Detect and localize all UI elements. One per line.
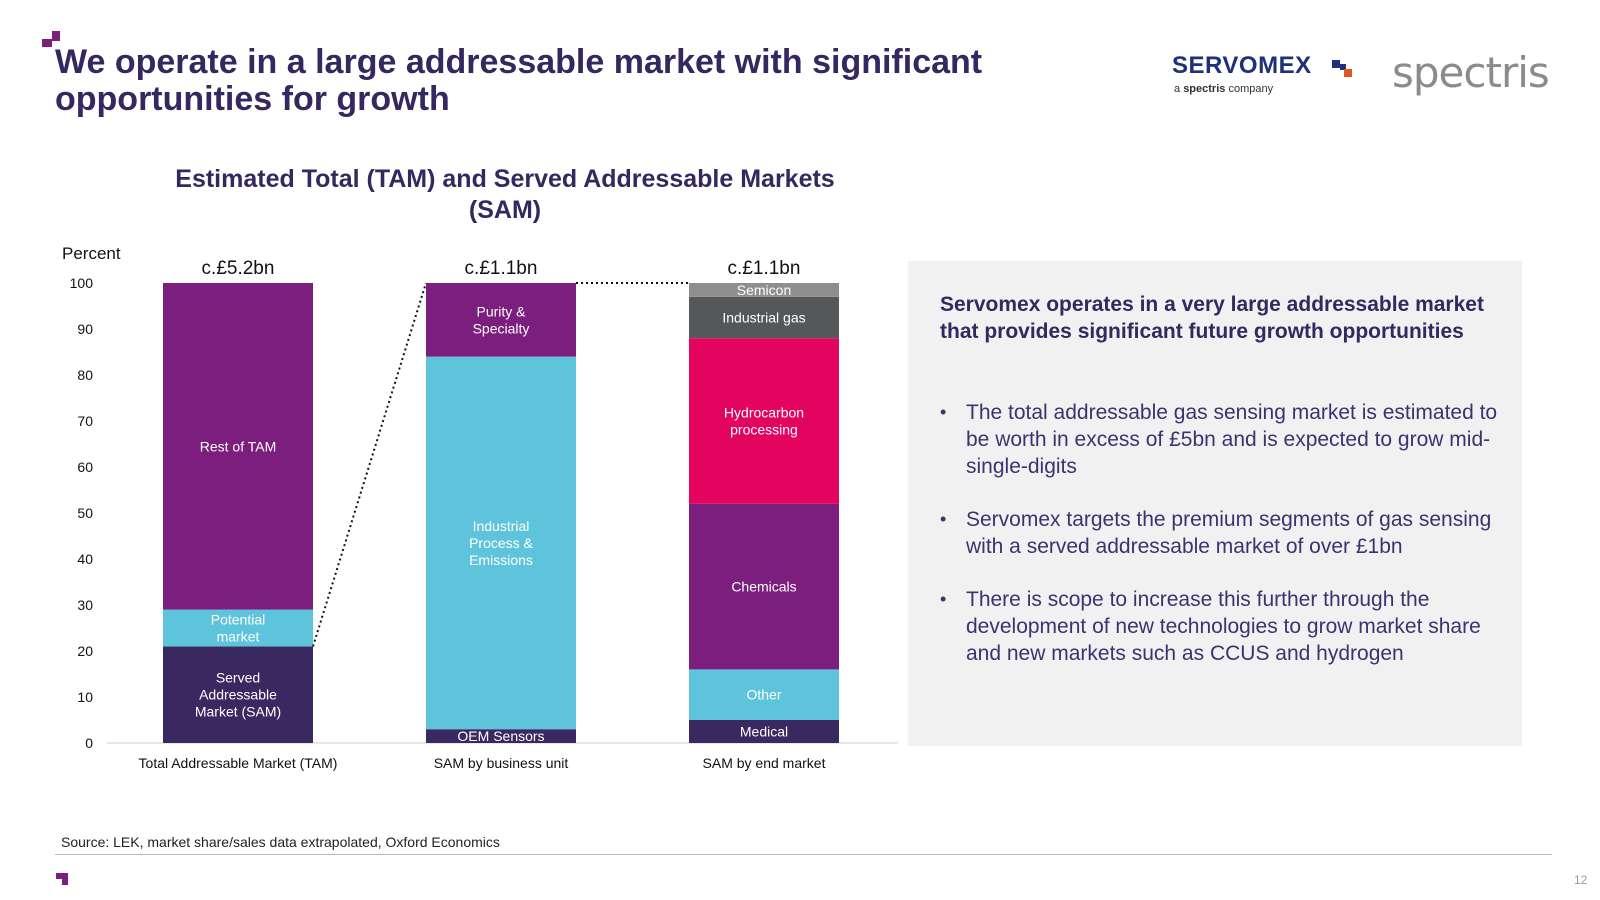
segment-label: Industrial Process & Emissions: [469, 518, 533, 568]
y-tick-label: 50: [77, 505, 93, 521]
segment-label: Chemicals: [731, 579, 796, 595]
segment-label: Purity & Specialty: [473, 303, 530, 336]
segment-label: Industrial gas: [722, 310, 805, 326]
top-corner-mark: [42, 31, 60, 47]
y-tick-label: 70: [77, 413, 93, 429]
bar-segment: [689, 669, 839, 720]
y-tick-label: 30: [77, 597, 93, 613]
bar-total-label: c.£5.2bn: [202, 258, 275, 279]
list-item: • The total addressable gas sensing marke…: [940, 399, 1500, 480]
segment-label: Served Addressable Market (SAM): [195, 670, 281, 720]
bullet-text: The total addressable gas sensing market…: [966, 401, 1498, 478]
bar-total-label: c.£1.1bn: [465, 258, 538, 279]
bar-segment: [689, 338, 839, 504]
panel-heading: Servomex operates in a very large addres…: [940, 293, 1484, 343]
slide-title: We operate in a large addressable market…: [55, 43, 983, 118]
y-axis-label: Percent: [62, 244, 121, 263]
segment-label: Potential market: [211, 612, 265, 645]
connector-line: [312, 282, 427, 647]
bullet-icon: •: [940, 509, 947, 529]
bar-total-label: c.£1.1bn: [728, 258, 801, 279]
bar-segment: [689, 720, 839, 743]
bar-segment: [163, 283, 313, 610]
bar-segment: [426, 356, 576, 730]
y-tick-label: 0: [85, 735, 93, 751]
y-tick-label: 100: [70, 275, 94, 291]
y-tick-label: 80: [77, 367, 93, 383]
stacked-bar-chart: Percent 0 10 20 30 40 50 60 70 80 90 100 Served Addre…: [62, 244, 898, 771]
bar-segment: [689, 503, 839, 670]
chart-title: Estimated Total (TAM) and Served Address…: [175, 165, 835, 224]
segment-label: OEM Sensors: [457, 728, 544, 744]
servomex-subline: a spectris company: [1174, 83, 1274, 95]
y-tick-label: 60: [77, 459, 93, 475]
bar-segment: [689, 296, 839, 339]
list-item: • There is scope to increase this further…: [940, 586, 1500, 667]
bullet-list: • The total addressable gas sensing marke…: [940, 399, 1500, 693]
segment-label: Medical: [740, 724, 788, 740]
bar-segment: [163, 609, 313, 647]
source-note: Source: LEK, market share/sales data ext…: [61, 834, 500, 850]
segment-label: Hydrocarbon processing: [724, 405, 804, 438]
page-number: 12: [1574, 873, 1588, 887]
summary-panel: Servomex operates in a very large addres…: [908, 261, 1522, 746]
bottom-corner-mark: [56, 873, 68, 885]
y-tick-label: 90: [77, 321, 93, 337]
bullet-text: There is scope to increase this further …: [966, 588, 1481, 665]
bar-segment: [689, 283, 839, 297]
segment-label: Semicon: [737, 282, 791, 298]
segment-label: Rest of TAM: [200, 438, 277, 454]
bar-segment: [426, 283, 576, 357]
spectris-logo: spectris: [1392, 48, 1550, 97]
x-tick-label: SAM by end market: [703, 755, 826, 771]
bullet-icon: •: [940, 589, 947, 609]
y-tick-label: 40: [77, 551, 93, 567]
bar-segment: [163, 646, 313, 743]
y-tick-label: 10: [77, 689, 93, 705]
list-item: • Servomex targets the premium segments o…: [940, 506, 1500, 560]
x-tick-label: SAM by business unit: [434, 755, 569, 771]
servomex-squares-icon: [1332, 60, 1352, 77]
servomex-wordmark: SERVOMEX: [1172, 52, 1312, 79]
servomex-logo: SERVOMEX a spectris company: [1172, 52, 1362, 100]
bullet-text: Servomex targets the premium segments of…: [966, 508, 1492, 558]
bullet-icon: •: [940, 402, 947, 422]
x-tick-label: Total Addressable Market (TAM): [139, 755, 338, 771]
footer-divider: [55, 854, 1552, 855]
bar-segment: [426, 729, 576, 743]
y-tick-label: 20: [77, 643, 93, 659]
segment-label: Other: [746, 687, 781, 703]
